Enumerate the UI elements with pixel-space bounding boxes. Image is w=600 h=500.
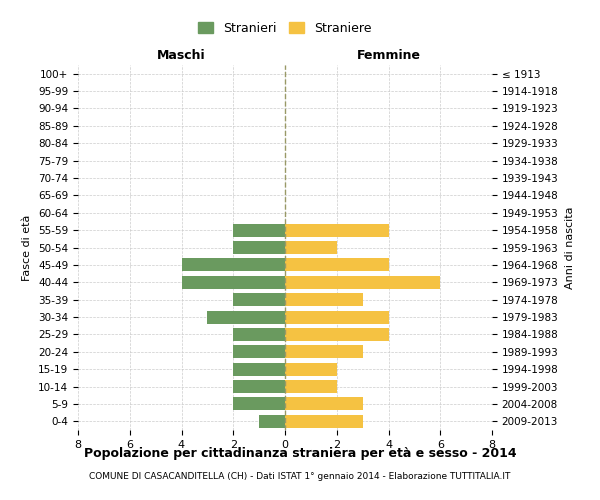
Bar (182, 258, 285, 272)
Text: Popolazione per cittadinanza straniera per età e sesso - 2014: Popolazione per cittadinanza straniera p… (83, 448, 517, 460)
Bar (233, 380, 285, 393)
Bar (259, 415, 285, 428)
Bar (233, 328, 285, 341)
Legend: Stranieri, Straniere: Stranieri, Straniere (193, 16, 377, 40)
Y-axis label: Fasce di età: Fasce di età (22, 214, 32, 280)
Bar (285, 415, 362, 428)
Bar (208, 310, 285, 324)
Text: Femmine: Femmine (356, 48, 421, 62)
Bar (233, 241, 285, 254)
Bar (285, 398, 362, 410)
Bar (285, 293, 362, 306)
Bar (285, 224, 389, 236)
Bar (233, 293, 285, 306)
Bar (285, 258, 389, 272)
Bar (285, 362, 337, 376)
Bar (285, 380, 337, 393)
Bar (233, 346, 285, 358)
Bar (182, 276, 285, 289)
Bar (285, 241, 337, 254)
Bar (285, 276, 440, 289)
Bar (285, 328, 389, 341)
Bar (233, 224, 285, 236)
Bar (285, 310, 389, 324)
Bar (233, 362, 285, 376)
Bar (233, 398, 285, 410)
Bar (285, 346, 362, 358)
Text: COMUNE DI CASACANDITELLA (CH) - Dati ISTAT 1° gennaio 2014 - Elaborazione TUTTIT: COMUNE DI CASACANDITELLA (CH) - Dati IST… (89, 472, 511, 481)
Y-axis label: Anni di nascita: Anni di nascita (565, 206, 575, 289)
Text: Maschi: Maschi (157, 48, 206, 62)
